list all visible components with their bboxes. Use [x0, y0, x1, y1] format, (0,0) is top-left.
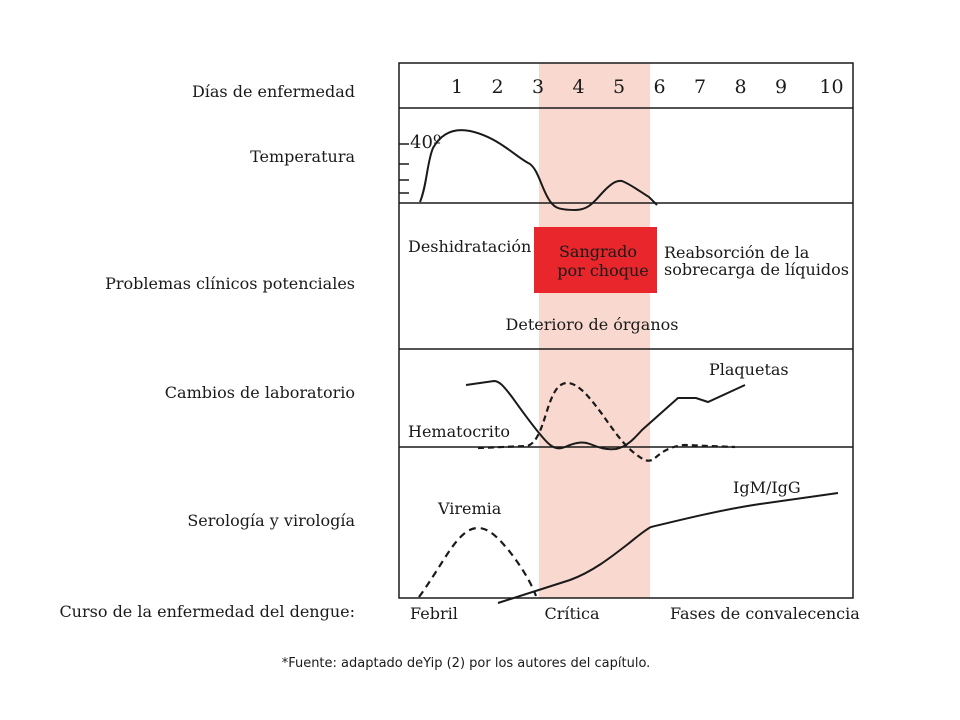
temperature-tick-marks	[399, 143, 409, 194]
day-number-8: 8	[734, 76, 746, 98]
footnote: *Fuente: adaptado deYip (2) por los auto…	[282, 656, 651, 671]
temperature-curve	[419, 129, 658, 212]
igm-igg-label: IgM/IgG	[733, 478, 801, 497]
hematocrit-label: Hematocrito	[408, 422, 510, 441]
critical-phase-band	[539, 63, 650, 598]
day-number-2: 2	[491, 76, 503, 98]
bleeding-label-line1: Sangrado	[559, 242, 637, 261]
day-number-4: 4	[572, 76, 584, 98]
row-label-days: Días de enfermedad	[192, 82, 355, 101]
phase-febrile: Febril	[410, 604, 458, 623]
viremia-curve	[418, 526, 538, 598]
viremia-label: Viremia	[437, 499, 502, 518]
row-label-clinical: Problemas clínicos potenciales	[105, 274, 355, 293]
day-number-1: 1	[451, 76, 463, 98]
day-numbers: 1 2 3 4 5 6 7 8 9 10	[451, 76, 844, 98]
day-number-9: 9	[775, 76, 787, 98]
phase-critical: Crítica	[544, 604, 600, 623]
day-number-7: 7	[694, 76, 706, 98]
day-number-5: 5	[613, 76, 625, 98]
day-number-3: 3	[532, 76, 544, 98]
row-label-temperature: Temperatura	[250, 147, 355, 166]
igm-igg-curve	[497, 492, 839, 604]
row-label-course: Curso de la enfermedad del dengue:	[59, 602, 355, 621]
platelets-label: Plaquetas	[709, 360, 789, 379]
reabsorption-label-line2: sobrecarga de líquidos	[664, 260, 849, 279]
phase-convalescent: Fases de convalecencia	[670, 604, 860, 623]
diagram-frame	[398, 62, 854, 599]
hematocrit-curve	[477, 381, 736, 462]
dehydration-label: Deshidratación	[408, 237, 531, 256]
organ-deterioration-label: Deterioro de órganos	[506, 315, 679, 334]
bleeding-box	[534, 227, 657, 293]
bleeding-label-line2: por choque	[557, 261, 649, 280]
row-label-lab: Cambios de laboratorio	[165, 383, 355, 402]
platelets-curve	[465, 379, 746, 451]
reabsorption-label-line1: Reabsorción de la	[664, 243, 810, 262]
row-label-serology: Serología y virología	[187, 511, 355, 530]
day-number-10: 10	[819, 76, 843, 98]
day-number-6: 6	[653, 76, 665, 98]
